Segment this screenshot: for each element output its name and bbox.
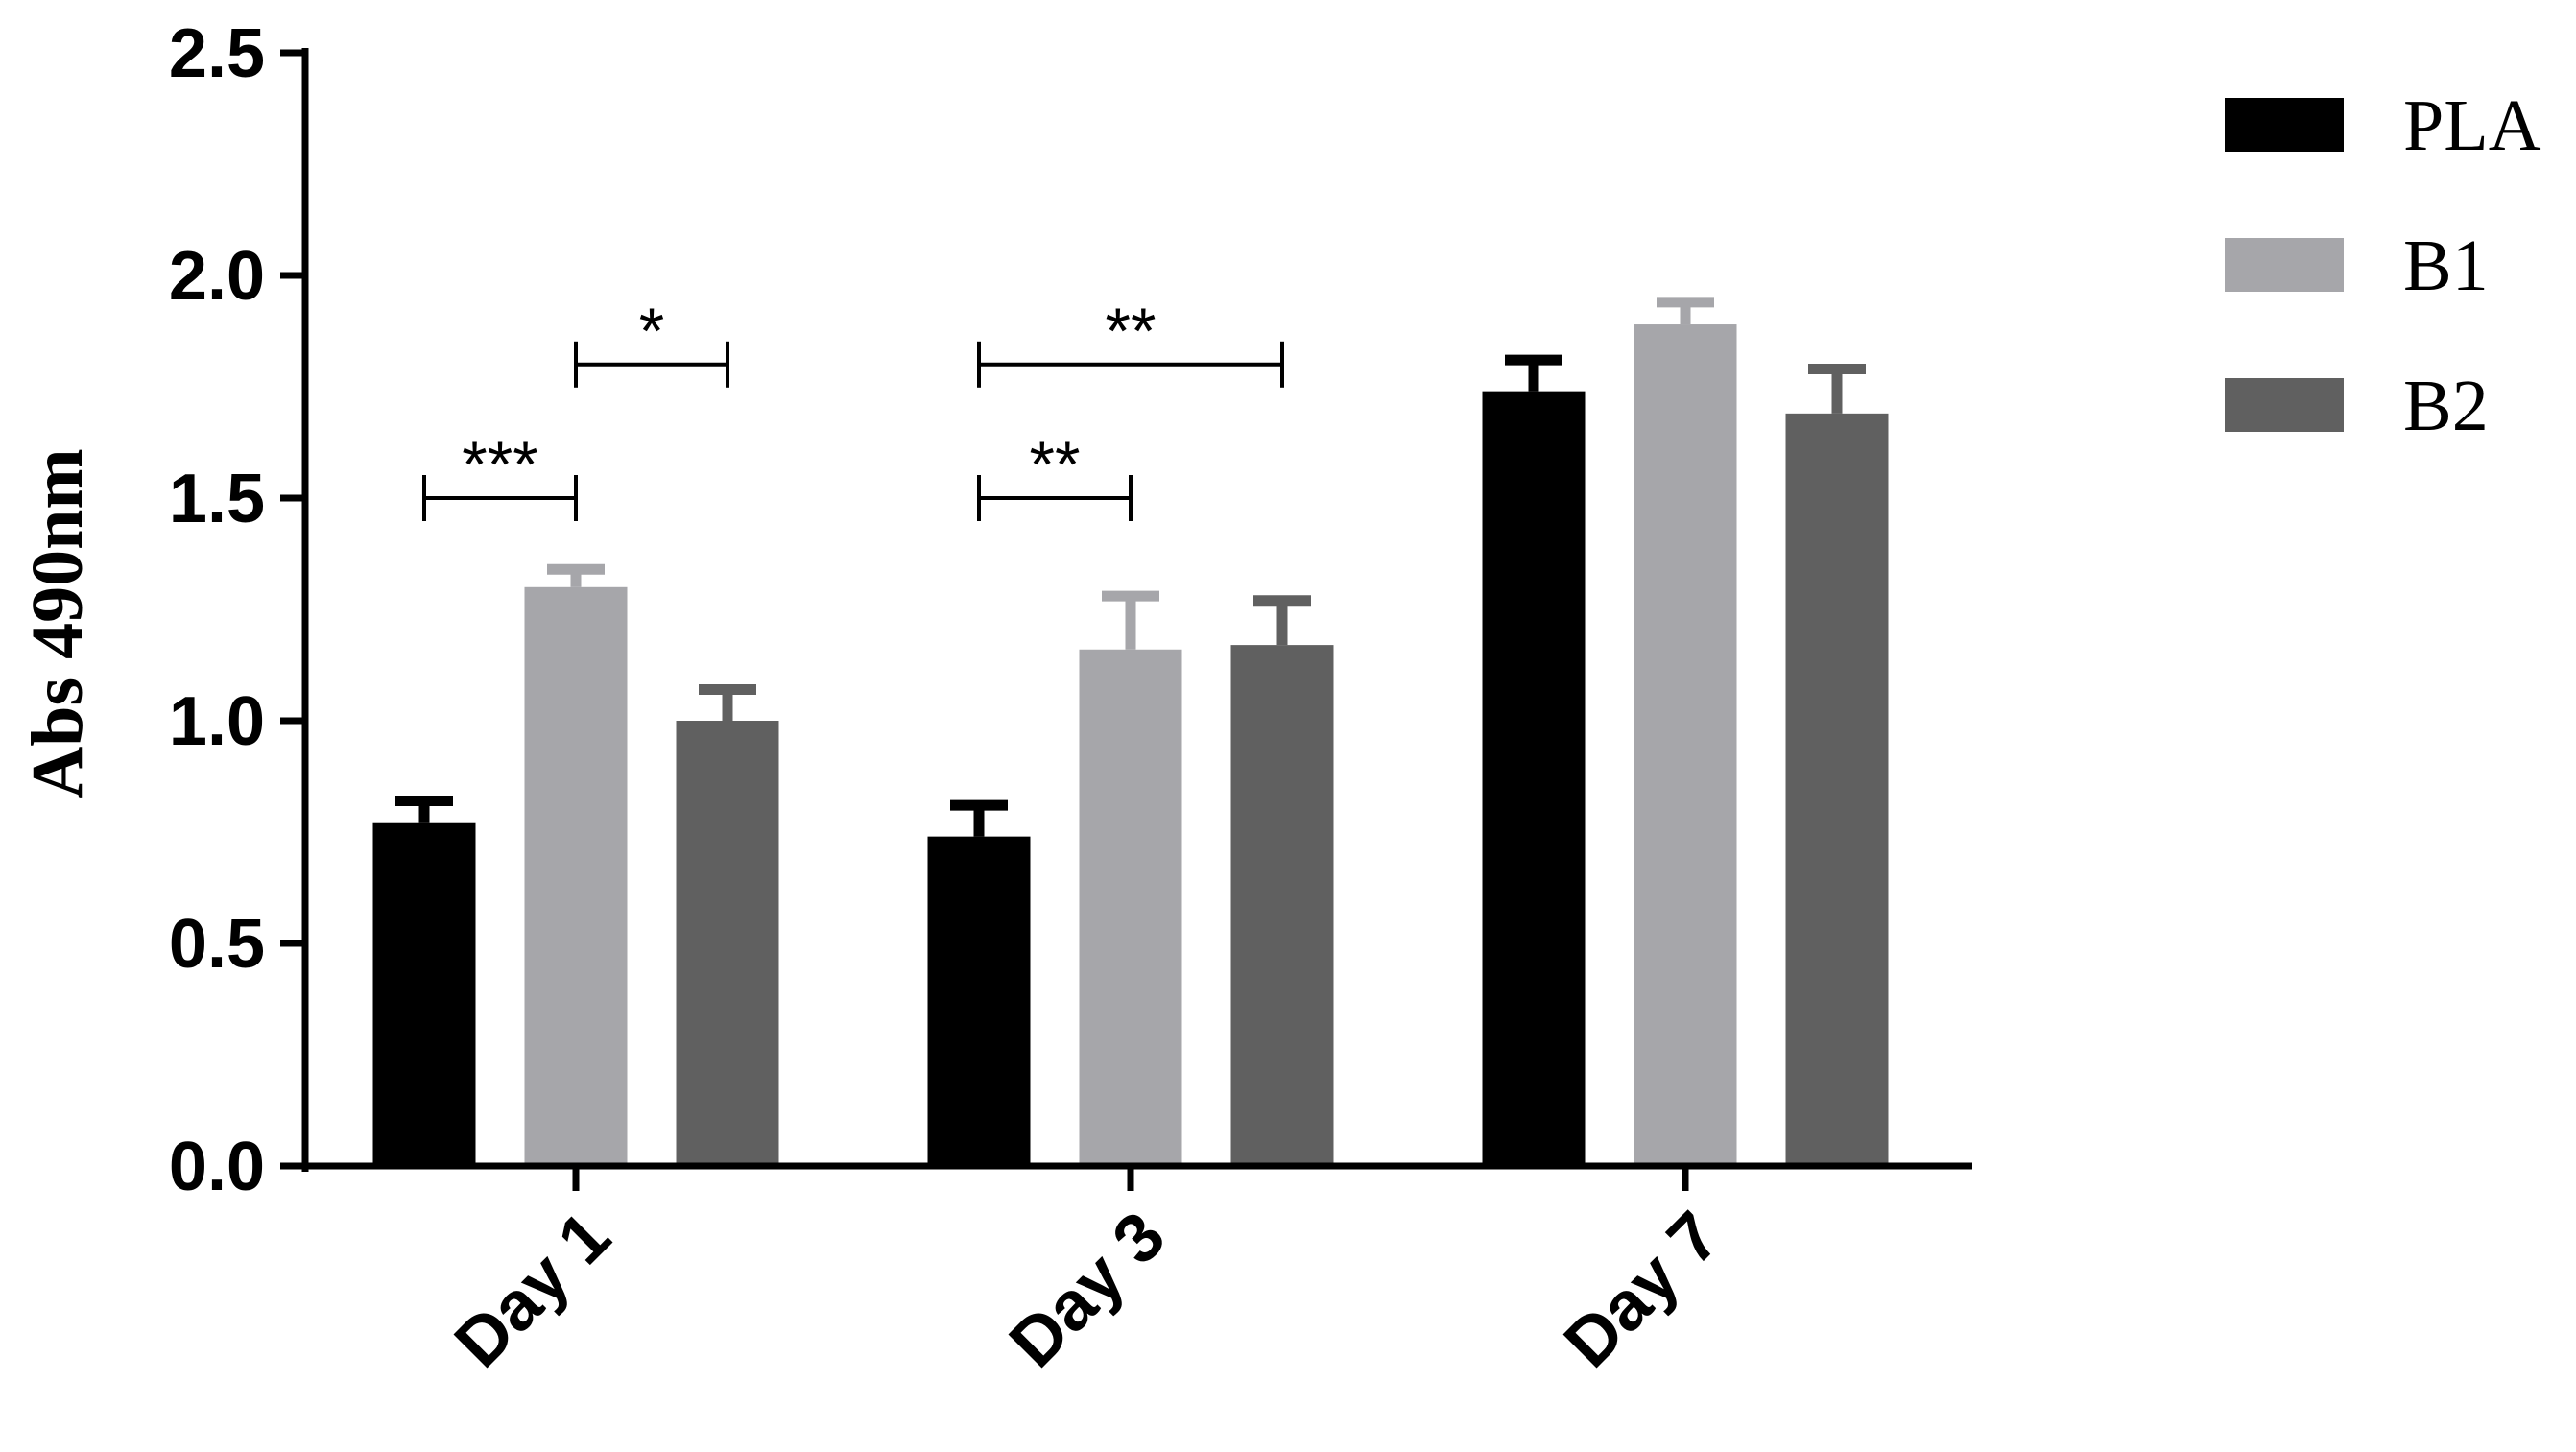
y-axis-label: Abs 490nm	[17, 448, 98, 798]
error-bar	[1253, 595, 1311, 646]
legend-label: B2	[2403, 366, 2489, 446]
legend-item-b2: B2	[2225, 366, 2489, 446]
bar-pla-day-1	[372, 822, 476, 1166]
bar-b2-day-3	[1230, 645, 1334, 1166]
bar-pla-day-3	[927, 836, 1031, 1166]
significance-label: *	[639, 295, 664, 368]
significance-label: ***	[462, 428, 537, 501]
bar-b1-day-7	[1634, 324, 1737, 1166]
error-bar	[547, 563, 605, 587]
error-bar	[699, 684, 756, 721]
y-tick-label: 0.0	[169, 1129, 265, 1205]
significance-bracket: ***	[422, 428, 578, 521]
x-tick-label: Day 1	[441, 1198, 625, 1382]
legend-item-b1: B1	[2225, 226, 2489, 306]
bar-b2-day-7	[1785, 413, 1889, 1167]
error-bar	[1102, 590, 1159, 650]
error-bar	[1657, 297, 1714, 325]
bar-b2-day-1	[676, 721, 779, 1166]
y-tick-label: 0.5	[169, 906, 265, 983]
error-bar	[1808, 363, 1866, 414]
legend-swatch	[2225, 238, 2344, 292]
x-tick-label: Day 3	[995, 1198, 1180, 1382]
y-tick-label: 2.5	[169, 15, 265, 92]
significance-bracket: **	[977, 295, 1284, 388]
error-bar	[395, 796, 453, 823]
legend-item-pla: PLA	[2225, 85, 2541, 166]
error-bar	[950, 799, 1008, 837]
x-tick-label: Day 7	[1550, 1198, 1734, 1382]
bar-pla-day-7	[1482, 391, 1586, 1166]
legend-label: PLA	[2403, 85, 2541, 166]
significance-label: **	[1106, 295, 1157, 368]
legend-swatch	[2225, 98, 2344, 152]
significance-label: **	[1030, 428, 1081, 501]
y-tick-label: 1.0	[169, 683, 265, 760]
error-bar	[1505, 354, 1562, 392]
y-tick-label: 1.5	[169, 461, 265, 537]
bar-b1-day-1	[524, 586, 628, 1166]
y-tick-label: 2.0	[169, 238, 265, 315]
legend-label: B1	[2403, 226, 2489, 306]
legend-swatch	[2225, 378, 2344, 432]
significance-bracket: **	[977, 428, 1133, 521]
significance-bracket: *	[574, 295, 729, 388]
bar-b1-day-3	[1079, 649, 1182, 1166]
